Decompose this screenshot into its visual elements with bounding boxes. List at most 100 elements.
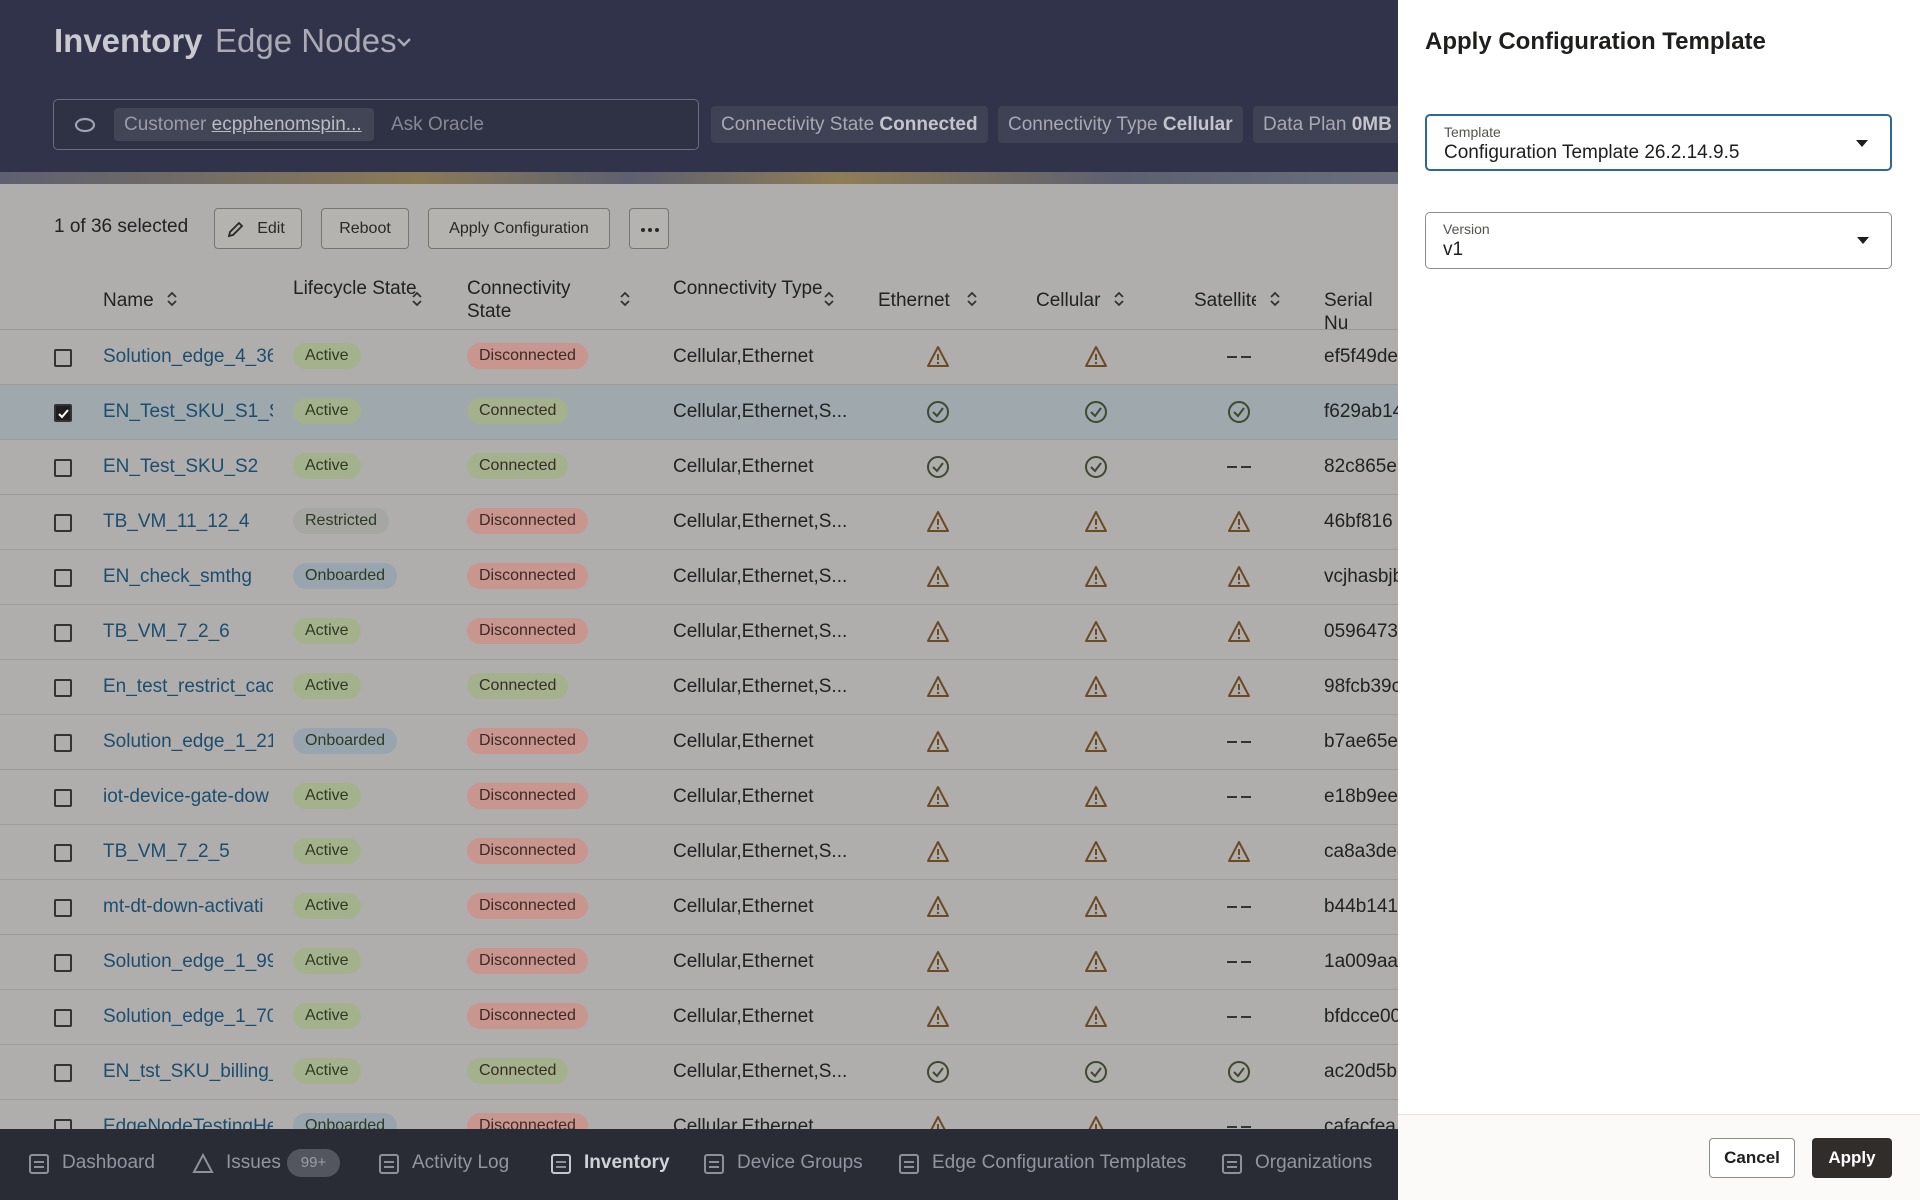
- state-pill: Disconnected: [467, 563, 588, 589]
- row-checkbox[interactable]: [54, 679, 72, 697]
- nav-item[interactable]: Activity Log: [412, 1152, 510, 1173]
- row-checkbox[interactable]: [54, 624, 72, 642]
- row-checkbox[interactable]: [54, 459, 72, 477]
- table-row[interactable]: Solution_edge_1_21 Onboarded Disconnected C…: [0, 715, 1398, 770]
- apply-button[interactable]: Apply: [1812, 1138, 1892, 1178]
- toolbar-button[interactable]: Reboot: [321, 208, 409, 249]
- column-header[interactable]: Serial Nu: [1324, 290, 1373, 334]
- column-header[interactable]: Name: [103, 290, 154, 311]
- lifecycle-pill: Active: [293, 1003, 361, 1029]
- table-row[interactable]: Solution_edge_4_36 Active Disconnected Cell…: [0, 330, 1398, 385]
- nav-item[interactable]: Organizations: [1255, 1152, 1373, 1173]
- cancel-button[interactable]: Cancel: [1709, 1138, 1795, 1178]
- node-name[interactable]: EN_tst_SKU_billing_: [103, 1061, 273, 1082]
- search-box[interactable]: Customer ecpphenomspin... Ask Oracle: [53, 99, 699, 150]
- node-name[interactable]: Solution_edge_1_70: [103, 1006, 273, 1027]
- node-name[interactable]: EN_Test_SKU_S1_Sa: [103, 401, 273, 422]
- row-checkbox[interactable]: [54, 514, 72, 532]
- node-name[interactable]: TB_VM_7_2_6: [103, 621, 230, 642]
- row-checkbox[interactable]: [54, 844, 72, 862]
- nav-item[interactable]: Inventory: [584, 1152, 670, 1173]
- select-field[interactable]: Version v1: [1425, 212, 1892, 269]
- nav-icon: [704, 1154, 724, 1174]
- nav-item[interactable]: Device Groups: [737, 1152, 863, 1173]
- table-row[interactable]: iot-device-gate-dow Active Disconnected Cel…: [0, 770, 1398, 825]
- field-label: Version: [1443, 221, 1490, 237]
- warning-icon: [927, 346, 949, 367]
- ok-icon: [927, 401, 949, 423]
- toolbar-button[interactable]: Edit: [214, 208, 302, 249]
- table-row[interactable]: EdgeNodeTestingHe Onboarded Disconnected Ce…: [0, 1100, 1398, 1129]
- row-checkbox[interactable]: [54, 899, 72, 917]
- ok-icon: [927, 1061, 949, 1083]
- node-name[interactable]: EN_check_smthg: [103, 566, 252, 587]
- nav-item[interactable]: Dashboard: [62, 1152, 155, 1173]
- node-name[interactable]: En_test_restrict_cacl: [103, 676, 273, 697]
- table-row[interactable]: TB_VM_11_12_4 Restricted Disconnected Cellu…: [0, 495, 1398, 550]
- column-header[interactable]: Lifecycle State: [293, 278, 417, 299]
- lifecycle-pill: Restricted: [293, 508, 390, 534]
- table-row[interactable]: EN_Test_SKU_S1_Sa Active Connected Cellular…: [0, 385, 1398, 440]
- row-checkbox[interactable]: [54, 404, 72, 422]
- node-name[interactable]: TB_VM_7_2_5: [103, 841, 230, 862]
- column-header[interactable]: Connectivity State: [467, 278, 571, 322]
- row-checkbox[interactable]: [54, 569, 72, 587]
- filter-chip[interactable]: Connectivity Type Cellular: [998, 106, 1243, 143]
- field-label: Template: [1444, 124, 1501, 140]
- column-header[interactable]: Ethernet: [878, 290, 950, 311]
- warning-icon: [1228, 566, 1250, 587]
- warning-icon: [1085, 951, 1107, 972]
- filter-chip[interactable]: Data Plan 0MB: [1253, 106, 1398, 143]
- filter-chip[interactable]: Connectivity State Connected: [711, 106, 988, 143]
- row-checkbox[interactable]: [54, 1064, 72, 1082]
- connectivity-type: Cellular,Ethernet,S...: [673, 401, 848, 422]
- warning-icon: [927, 786, 949, 807]
- table-row[interactable]: Solution_edge_1_70 Active Disconnected Cell…: [0, 990, 1398, 1045]
- table-row[interactable]: Solution_edge_1_99 Active Disconnected Cell…: [0, 935, 1398, 990]
- ok-icon: [1228, 401, 1250, 423]
- sort-icon: [824, 291, 834, 307]
- toolbar-button[interactable]: Apply Configuration: [428, 208, 610, 249]
- serial-number: 0596473: [1324, 621, 1398, 642]
- sort-icon: [412, 291, 422, 307]
- column-header[interactable]: Connectivity Type: [673, 278, 823, 299]
- node-name[interactable]: Solution_edge_1_21: [103, 731, 273, 752]
- select-field[interactable]: Template Configuration Template 26.2.14.9…: [1425, 114, 1892, 171]
- warning-icon: [1085, 511, 1107, 532]
- node-name[interactable]: EN_Test_SKU_S2: [103, 456, 259, 477]
- table-row[interactable]: mt-dt-down-activati Active Disconnected Cel…: [0, 880, 1398, 935]
- node-name[interactable]: EdgeNodeTestingHe: [103, 1116, 273, 1129]
- filter-value: 0MB: [1351, 114, 1392, 135]
- column-header[interactable]: Cellular: [1036, 290, 1101, 311]
- view-selector[interactable]: Edge Nodes: [215, 22, 397, 59]
- table-row[interactable]: EN_tst_SKU_billing_ Active Connected Cellul…: [0, 1045, 1398, 1100]
- check-mark: [58, 409, 69, 419]
- node-name[interactable]: iot-device-gate-dow: [103, 786, 269, 807]
- filter-label: Connectivity Type: [1008, 114, 1158, 135]
- node-name[interactable]: Solution_edge_1_99: [103, 951, 273, 972]
- row-checkbox[interactable]: [54, 789, 72, 807]
- node-name[interactable]: Solution_edge_4_36: [103, 346, 273, 367]
- state-pill: Connected: [467, 1058, 569, 1084]
- table-row[interactable]: TB_VM_7_2_5 Active Disconnected Cellular,Et…: [0, 825, 1398, 880]
- more-button[interactable]: [629, 208, 669, 249]
- row-checkbox[interactable]: [54, 349, 72, 367]
- lifecycle-pill: Active: [293, 838, 361, 864]
- nav-item[interactable]: Issues: [226, 1152, 281, 1173]
- table-row[interactable]: EN_Test_SKU_S2 Active Connected Cellular,Et…: [0, 440, 1398, 495]
- row-checkbox[interactable]: [54, 954, 72, 972]
- row-checkbox[interactable]: [54, 1009, 72, 1027]
- serial-number: 98fcb39c: [1324, 676, 1398, 697]
- table-row[interactable]: En_test_restrict_cacl Active Connected Cell…: [0, 660, 1398, 715]
- node-name[interactable]: TB_VM_11_12_4: [103, 511, 250, 532]
- row-checkbox[interactable]: [54, 734, 72, 752]
- column-header[interactable]: Satellite: [1194, 290, 1256, 311]
- table-row[interactable]: EN_check_smthg Onboarded Disconnected Cellu…: [0, 550, 1398, 605]
- nav-item[interactable]: Edge Configuration Templates: [932, 1152, 1187, 1173]
- edit-icon: [227, 221, 244, 238]
- table-row[interactable]: TB_VM_7_2_6 Active Disconnected Cellular,Et…: [0, 605, 1398, 660]
- state-pill: Connected: [467, 673, 569, 699]
- page-title: Inventory: [54, 22, 203, 59]
- node-name[interactable]: mt-dt-down-activati: [103, 896, 264, 917]
- row-checkbox[interactable]: [54, 1119, 72, 1129]
